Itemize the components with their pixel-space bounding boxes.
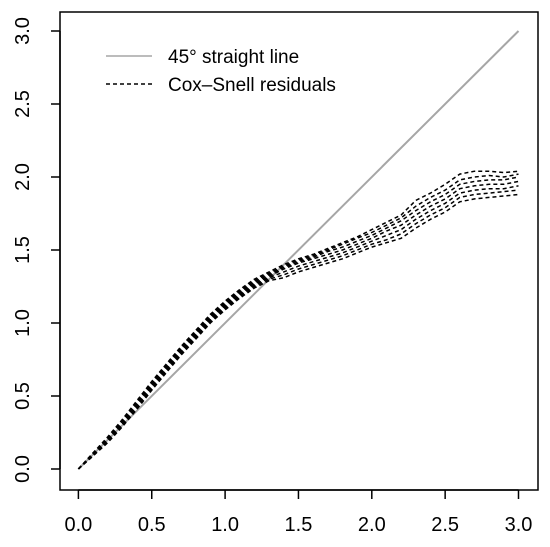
- y-tick-label: 1.5: [12, 236, 34, 264]
- legend: 45° straight line Cox–Snell residuals: [106, 47, 336, 96]
- x-tick-label: 3.0: [505, 514, 533, 536]
- x-tick-label: 2.5: [431, 514, 459, 536]
- y-tick-label: 3.0: [12, 17, 34, 45]
- residual-curve: [77, 185, 519, 470]
- y-tick-label: 2.5: [12, 90, 34, 118]
- y-tick-label: 0.0: [12, 455, 34, 483]
- y-tick-label: 1.0: [12, 309, 34, 337]
- legend-label-residuals: Cox–Snell residuals: [168, 75, 336, 96]
- y-axis-ticks: 0.0 0.5 1.0 1.5 2.0 2.5 3.0: [12, 17, 60, 483]
- residual-curve: [77, 193, 519, 470]
- x-tick-label: 1.0: [211, 514, 239, 536]
- x-tick-label: 1.5: [285, 514, 313, 536]
- y-axis: 0.0 0.5 1.0 1.5 2.0 2.5 3.0: [12, 17, 61, 483]
- residual-curve: [77, 189, 519, 470]
- x-axis-ticks: 0.0 0.5 1.0 1.5 2.0 2.5 3.0: [64, 490, 532, 536]
- residual-curve: [77, 180, 519, 470]
- x-tick-label: 2.0: [358, 514, 386, 536]
- residual-curve: [77, 170, 519, 470]
- x-axis: 0.0 0.5 1.0 1.5 2.0 2.5 3.0: [64, 489, 532, 536]
- x-tick-label: 0.0: [64, 514, 92, 536]
- x-tick-label: 0.5: [138, 514, 166, 536]
- y-tick-label: 2.0: [12, 163, 34, 191]
- residual-curve: [77, 173, 519, 470]
- residual-curve: [77, 176, 519, 470]
- series-layer: [77, 30, 520, 470]
- residual-curves: [77, 170, 519, 470]
- y-tick-label: 0.5: [12, 382, 34, 410]
- legend-label-reference: 45° straight line: [168, 47, 299, 68]
- reference-line-45: [77, 30, 520, 470]
